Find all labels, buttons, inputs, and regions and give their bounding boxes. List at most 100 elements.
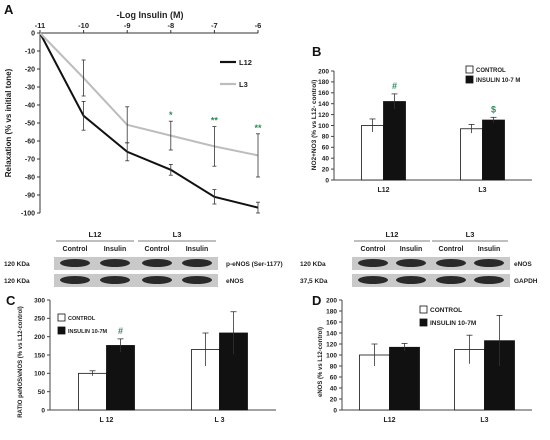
y-tick-label: 40 [330,385,338,392]
blot-membrane [352,257,510,270]
y-tick-label: 80 [330,363,338,370]
y-tick-label: 250 [34,316,45,323]
bar [361,125,384,181]
y-tick-label: -20 [25,67,35,74]
y-tick-label: 200 [318,68,329,75]
blot-protein-label: eNOS [226,278,244,285]
blot-band [60,259,90,267]
x-tick-label: -11 [35,21,45,30]
legend-label: INSULIN 10-7M [430,320,476,327]
panel-label-a: A [4,2,14,17]
blot-membrane [54,274,218,287]
y-tick-label: -10 [25,49,35,56]
legend-label: INSULIN 10-7M [68,329,108,335]
y-tick-label: 150 [34,352,45,359]
chart-c-ylabel: RATIO peNOS/eNOS (% vs L12-control) [18,306,24,418]
blot-protein-label: p-eNOS (Ser-1177) [226,261,283,268]
blot-band [142,259,172,267]
blot-molecular-weight: 37,5 KDa [300,278,328,285]
y-tick-label: 200 [326,297,337,304]
y-tick-label: 100 [318,123,329,130]
significance-marker: $ [491,104,496,114]
blot-band [100,259,130,267]
bar-chart-panel-c: RATIO peNOS/eNOS (% vs L12-control) 0 50 1… [18,297,276,424]
bar [106,345,135,411]
blot-band [358,276,388,284]
panel-label-d: D [312,293,321,308]
blot-lane-label: Control [63,246,88,253]
legend-swatch [57,313,66,322]
y-tick-label: 40 [322,156,330,163]
y-tick-label: 0 [333,407,337,414]
legend-swatch [465,75,474,84]
blot-band [474,259,504,267]
x-tick-label: -7 [211,21,218,30]
legend-label: CONTROL [68,316,96,322]
blot-molecular-weight: 120 KDa [4,278,30,285]
chart-a-ylabel: Relaxation (% vs initial tone) [4,68,13,177]
y-tick-label: 0 [325,177,329,184]
x-tick-label: -6 [255,21,262,30]
y-tick-label: 50 [38,389,46,396]
blot-molecular-weight: 120 KDa [4,261,30,268]
y-tick-label: 20 [330,396,338,403]
y-tick-label: 0 [31,31,35,38]
y-tick-label: 100 [326,352,337,359]
y-tick-label: -70 [25,157,35,164]
significance-marker: ** [254,123,262,133]
y-tick-label: 140 [326,330,337,337]
blot-lane-label: Control [439,246,464,253]
y-tick-label: 60 [322,145,330,152]
blot-lane-label: Insulin [400,246,423,253]
blot-band [474,276,504,284]
y-tick-label: 160 [318,90,329,97]
series-line-l12 [39,32,259,209]
y-tick-label: 80 [322,134,330,141]
blot-lane-label: Insulin [104,246,127,253]
blot-group-label: L12 [89,230,102,239]
chart-a-xlabel: -Log Insulin (M) [117,10,184,20]
blot-protein-label: GAPDH [514,278,538,285]
blot-membrane [54,257,218,270]
blot-band [436,276,466,284]
legend-label: CONTROL [476,68,506,74]
legend-label: INSULIN 10-7 M [476,78,520,84]
category-label: L12 [383,417,395,424]
legend-swatch [419,305,428,314]
blot-band [396,259,426,267]
y-tick-label: 200 [34,334,45,341]
category-label: L 3 [215,417,225,424]
bar [78,372,107,411]
y-tick-label: 120 [326,341,337,348]
y-tick-label: -60 [25,139,35,146]
y-tick-label: 180 [318,79,329,86]
blot-lane-label: Insulin [478,246,501,253]
y-tick-label: 180 [326,308,337,315]
y-tick-label: -30 [25,85,35,92]
line-chart-panel-a: -Log Insulin (M) Relaxation (% vs initia… [4,10,262,218]
legend-swatch [57,326,66,335]
blot-lane-label: Control [145,246,170,253]
y-tick-label: 0 [41,407,45,414]
x-tick-label: -9 [124,21,131,30]
blot-band [396,276,426,284]
x-tick-label: -10 [78,21,89,30]
legend-swatch [465,65,474,74]
category-label: L3 [480,417,488,424]
panel-label-c: C [6,293,16,308]
significance-marker: # [118,326,123,336]
bar [460,128,483,181]
y-tick-label: 60 [330,374,338,381]
bar [482,119,505,181]
blot-band [60,276,90,284]
blot-band [182,276,212,284]
y-tick-label: -80 [25,175,35,182]
y-tick-label: -50 [25,121,35,128]
y-tick-label: 300 [34,297,45,304]
blot-lane-label: Control [361,246,386,253]
blot-group-label: L3 [466,230,475,239]
legend-label: L12 [239,58,252,67]
significance-marker: ** [211,116,219,126]
bar [389,346,420,411]
